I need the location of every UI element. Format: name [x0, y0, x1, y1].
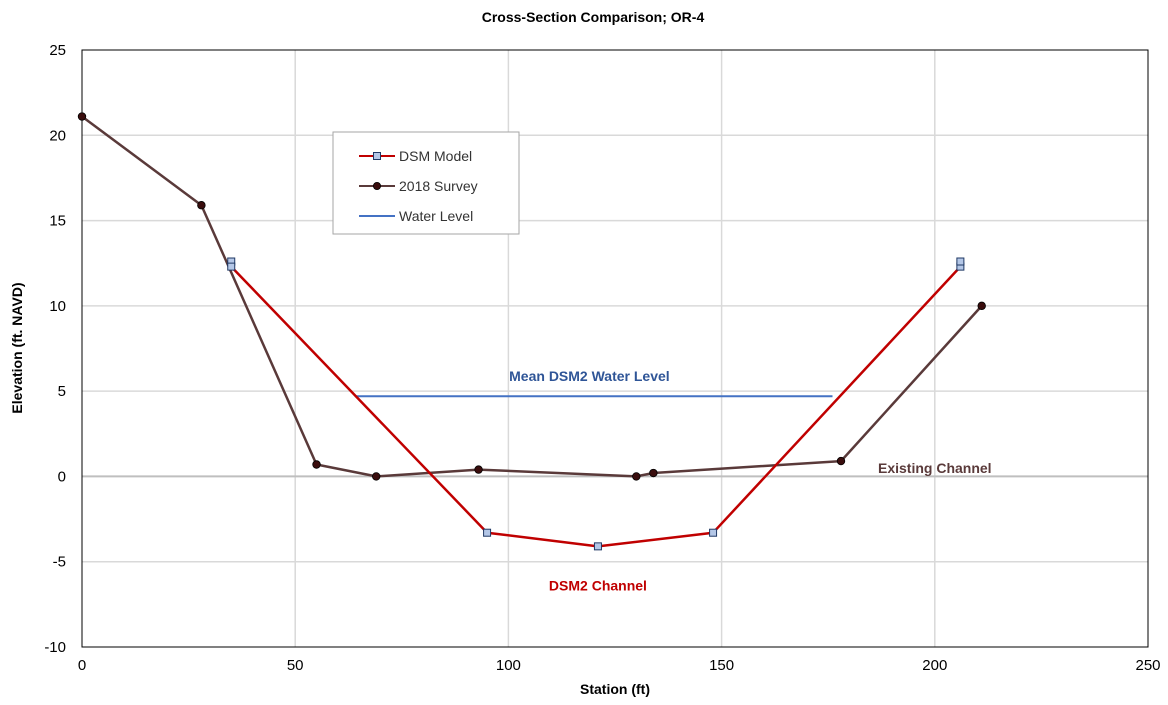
y-tick-label: 10: [49, 298, 66, 315]
legend-label-dsm-model: DSM Model: [399, 148, 472, 164]
annotations-layer: Mean DSM2 Water Level Existing Channel DSM…: [509, 368, 991, 594]
x-tick-label: 250: [1135, 657, 1160, 674]
dsm-model-point: [483, 528, 492, 537]
survey-2018-point: [649, 468, 658, 478]
x-tick-label: 50: [287, 657, 304, 674]
survey-2018-line: [81, 115, 983, 478]
dsm-model-point: [956, 257, 965, 266]
x-tick-label: 200: [922, 657, 947, 674]
y-tick-label: 20: [49, 127, 66, 144]
x-axis-title: Station (ft): [580, 681, 650, 697]
y-tick-label: 0: [58, 468, 66, 485]
dsm-model-line: [229, 261, 962, 548]
chart-title: Cross-Section Comparison; OR-4: [482, 9, 705, 25]
legend-label-survey-2018: 2018 Survey: [399, 178, 478, 194]
plot-area-border: [81, 49, 1149, 648]
legend-swatch-marker: [373, 152, 381, 160]
y-tick-label: 25: [49, 42, 66, 59]
survey-2018-point: [474, 465, 483, 474]
series-layer: [77, 112, 986, 551]
annotation-dsm2-channel: DSM2 Channel: [549, 578, 647, 594]
x-tick-label: 150: [709, 657, 734, 674]
dsm-model-point: [227, 262, 236, 271]
annotation-existing-channel: Existing Channel: [878, 460, 992, 476]
x-tick-label: 0: [78, 657, 86, 674]
y-tick-label: -5: [53, 554, 66, 571]
dsm-model-point: [709, 528, 718, 537]
survey-2018-point: [197, 201, 206, 210]
legend: DSM Model 2018 Survey Water Level: [332, 131, 520, 235]
survey-2018-point: [977, 301, 986, 311]
y-tick-label: -10: [44, 639, 66, 656]
survey-2018-point: [372, 472, 381, 481]
survey-2018-point: [836, 456, 846, 466]
survey-2018-point: [632, 472, 641, 481]
y-axis-title: Elevation (ft. NAVD): [9, 282, 25, 413]
annotation-mean-water-level: Mean DSM2 Water Level: [509, 368, 670, 384]
gridlines: [82, 50, 1148, 647]
dsm-model-point: [593, 542, 602, 551]
y-tick-label: 5: [58, 383, 66, 400]
tick-labels: 0 50 100 150 200 250 -10 -5 0 5 10 15 20 25: [44, 42, 1160, 674]
survey-2018-point: [77, 112, 87, 121]
legend-swatch-marker: [372, 181, 381, 190]
survey-2018-point: [312, 460, 321, 469]
x-tick-label: 100: [496, 657, 521, 674]
legend-label-water-level: Water Level: [399, 208, 473, 224]
y-tick-label: 15: [49, 213, 66, 230]
